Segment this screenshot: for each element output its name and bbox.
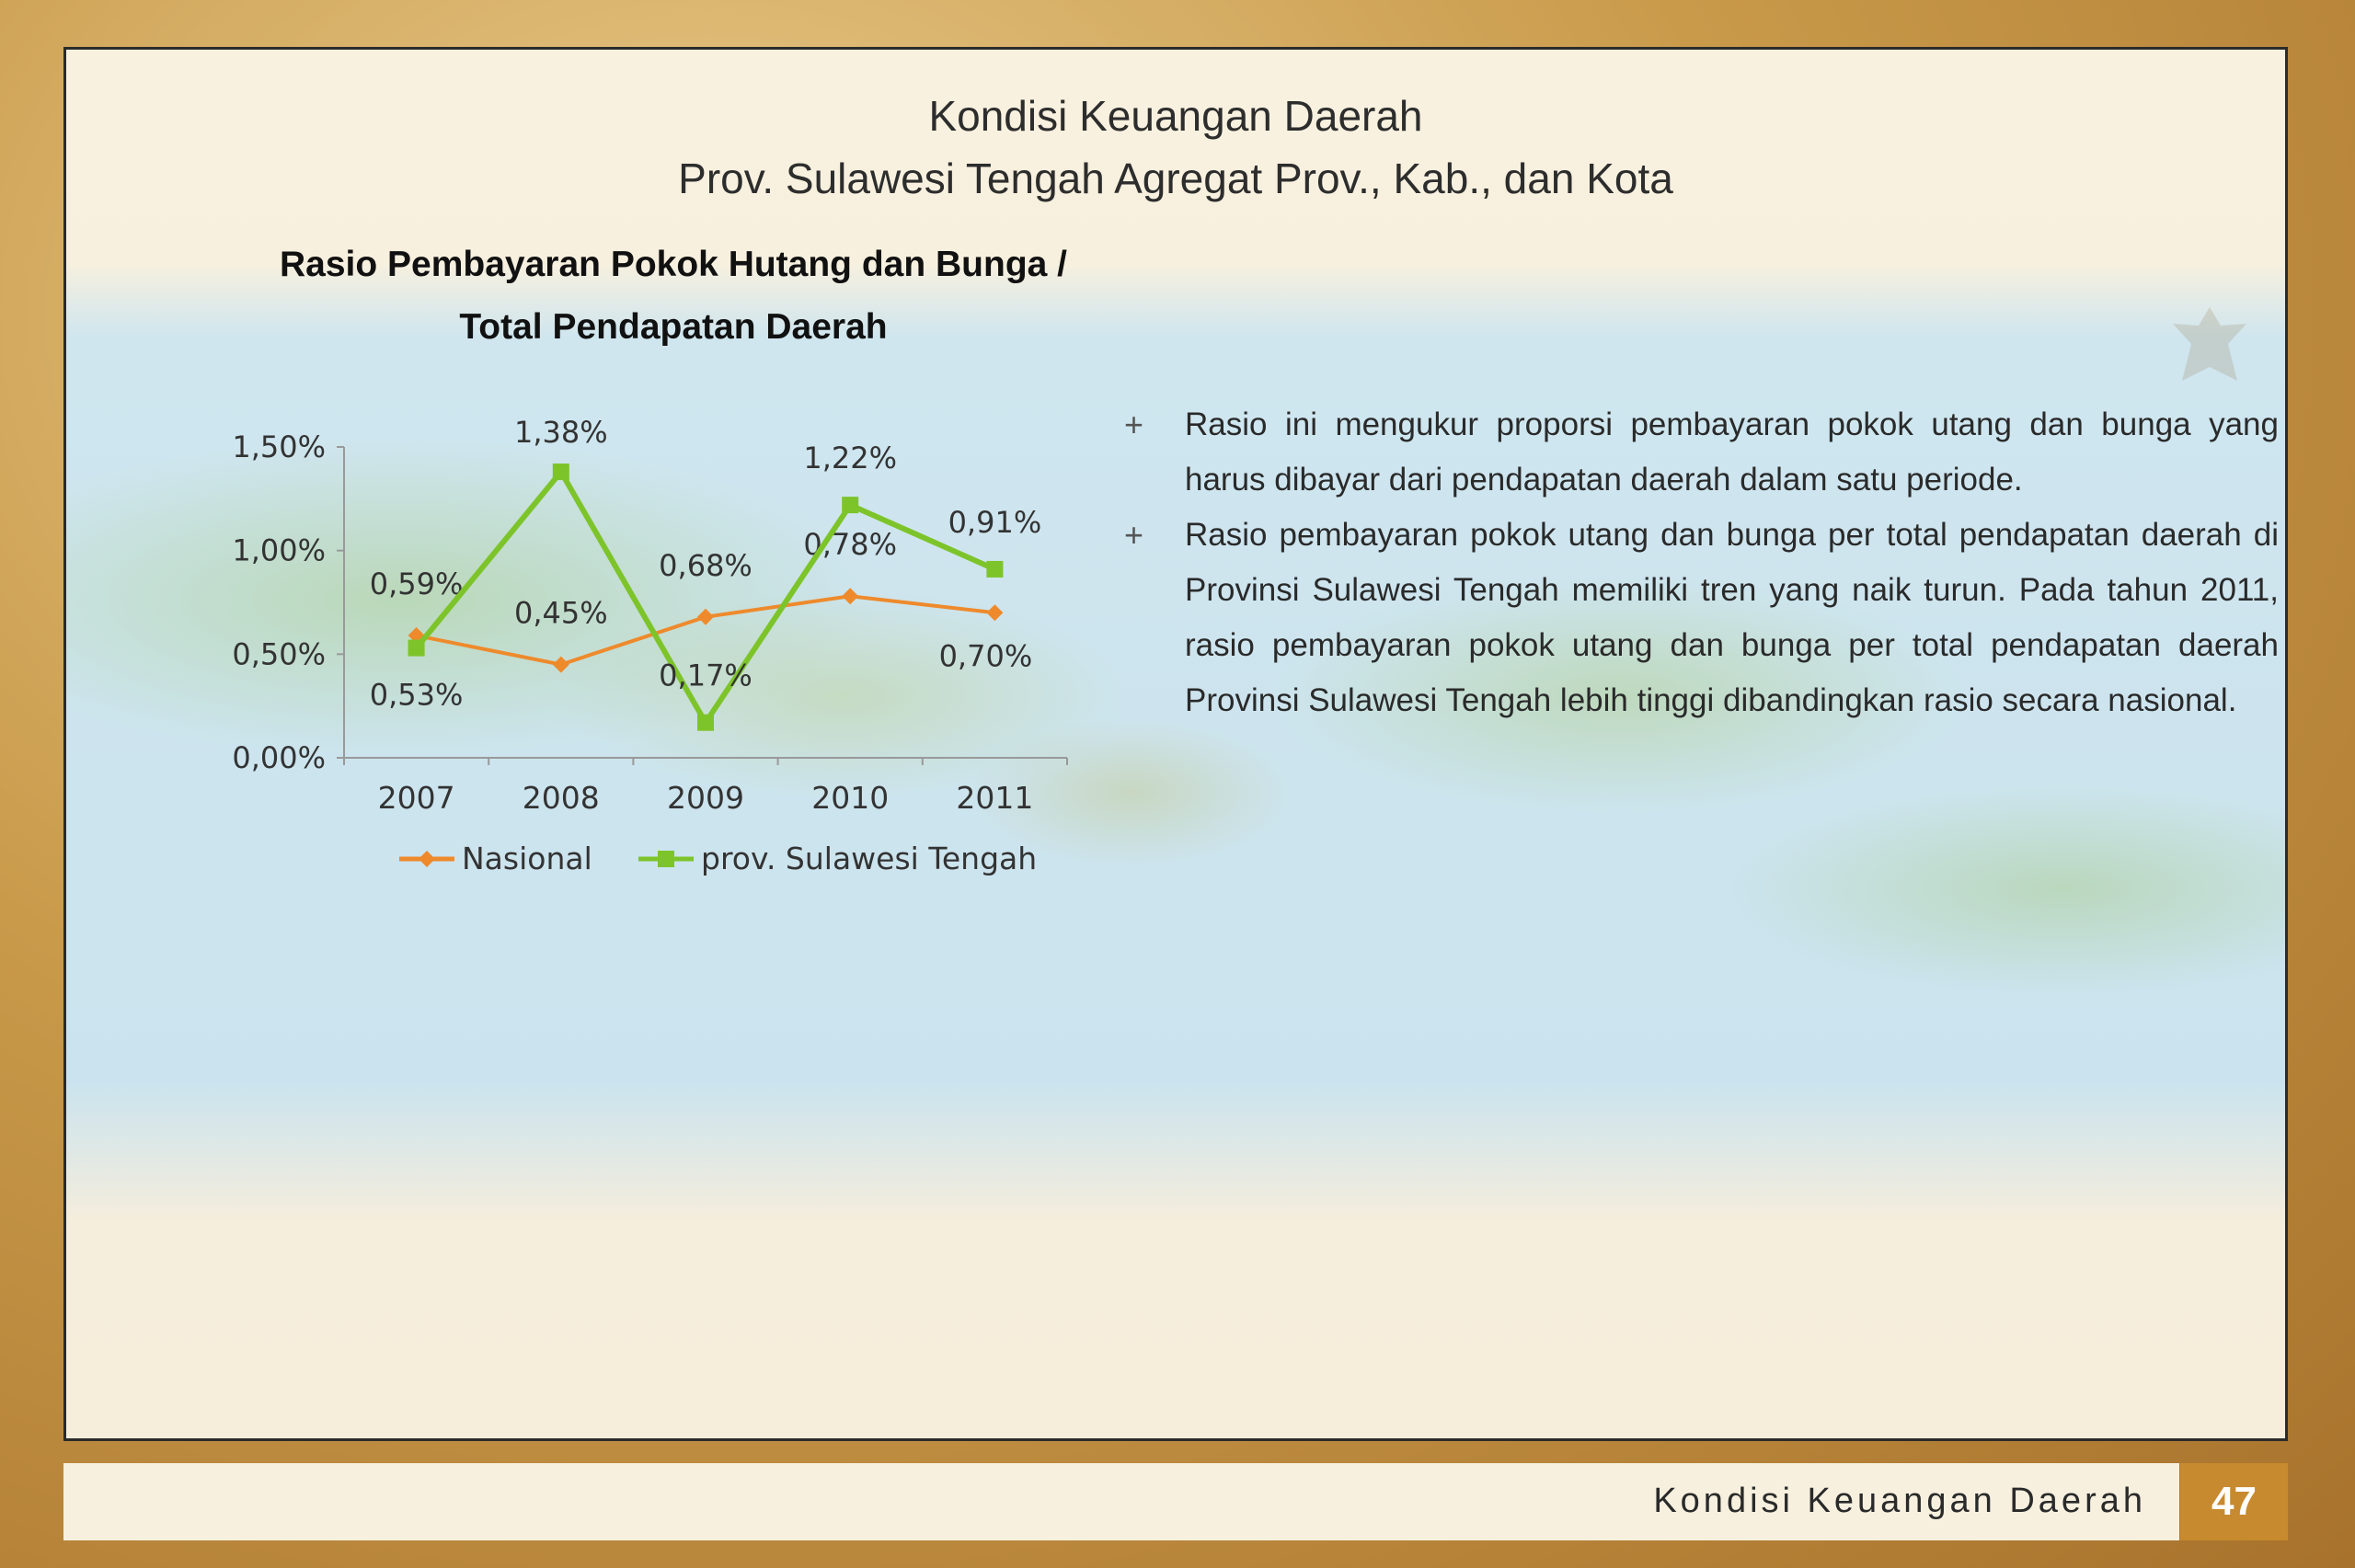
data-label: 0,45% xyxy=(514,596,608,631)
data-label: 0,68% xyxy=(659,548,752,583)
plus-icon: + xyxy=(1124,516,1144,554)
data-point xyxy=(842,588,859,605)
data-label: 0,91% xyxy=(948,505,1042,540)
footer-section-label: Kondisi Keuangan Daerah xyxy=(1653,1482,2146,1520)
y-tick-label: 0,00% xyxy=(232,740,326,775)
x-tick-label: 2007 xyxy=(378,780,455,816)
x-tick-label: 2008 xyxy=(523,780,600,816)
data-point xyxy=(986,560,1004,578)
bullet-list: + Rasio ini mengukur proporsi pembayaran… xyxy=(1124,397,2279,728)
chart-title-line2: Total Pendapatan Daerah xyxy=(459,307,888,347)
data-label: 0,70% xyxy=(939,638,1033,673)
legend-marker xyxy=(658,851,674,867)
data-label: 0,17% xyxy=(659,658,752,693)
data-point xyxy=(986,604,1004,622)
y-tick-label: 1,00% xyxy=(232,533,326,568)
data-label: 1,22% xyxy=(803,441,897,475)
plus-icon: + xyxy=(1124,406,1144,443)
bullet-item-2: + Rasio pembayaran pokok utang dan bunga… xyxy=(1124,508,2279,728)
chart-title: Rasio Pembayaran Pokok Hutang dan Bunga … xyxy=(190,234,1156,359)
data-point xyxy=(408,639,425,657)
data-label: 0,59% xyxy=(370,567,464,601)
page-number: 47 xyxy=(2180,1463,2288,1540)
data-label: 1,38% xyxy=(514,415,608,450)
page-subtitle: Prov. Sulawesi Tengah Agregat Prov., Kab… xyxy=(678,155,1673,202)
legend-label: prov. Sulawesi Tengah xyxy=(701,841,1037,876)
y-tick-label: 1,50% xyxy=(232,429,326,464)
data-point xyxy=(842,497,859,514)
data-point xyxy=(552,464,569,481)
bullet-text-1: Rasio ini mengukur proporsi pembayaran p… xyxy=(1185,406,2279,498)
page-frame: Kondisi Keuangan Daerah Prov. Sulawesi T… xyxy=(63,47,2288,1441)
x-tick-label: 2009 xyxy=(667,780,744,816)
x-tick-label: 2011 xyxy=(956,780,1033,816)
data-label: 0,53% xyxy=(370,678,464,713)
chart-title-line1: Rasio Pembayaran Pokok Hutang dan Bunga … xyxy=(279,245,1068,284)
y-tick-label: 0,50% xyxy=(232,636,326,671)
data-point xyxy=(552,656,569,673)
page-title: Kondisi Keuangan Daerah xyxy=(928,92,1423,140)
garuda-emblem-icon xyxy=(2173,307,2246,381)
bullet-item-1: + Rasio ini mengukur proporsi pembayaran… xyxy=(1124,397,2279,508)
map-background xyxy=(66,261,2285,1227)
x-tick-label: 2010 xyxy=(811,780,889,816)
legend-label: Nasional xyxy=(462,841,592,876)
data-point xyxy=(697,608,714,625)
series-line-1 xyxy=(416,594,995,667)
line-chart: 1,50% 1,00% 0,50% 0,00% 2007 2008 2009 2010 2011… xyxy=(232,415,1068,876)
bullet-text-2: Rasio pembayaran pokok utang dan bunga p… xyxy=(1185,517,2279,718)
footer-bar: Kondisi Keuangan Daerah xyxy=(63,1463,2179,1540)
data-point xyxy=(697,714,714,731)
legend-marker xyxy=(419,851,435,867)
